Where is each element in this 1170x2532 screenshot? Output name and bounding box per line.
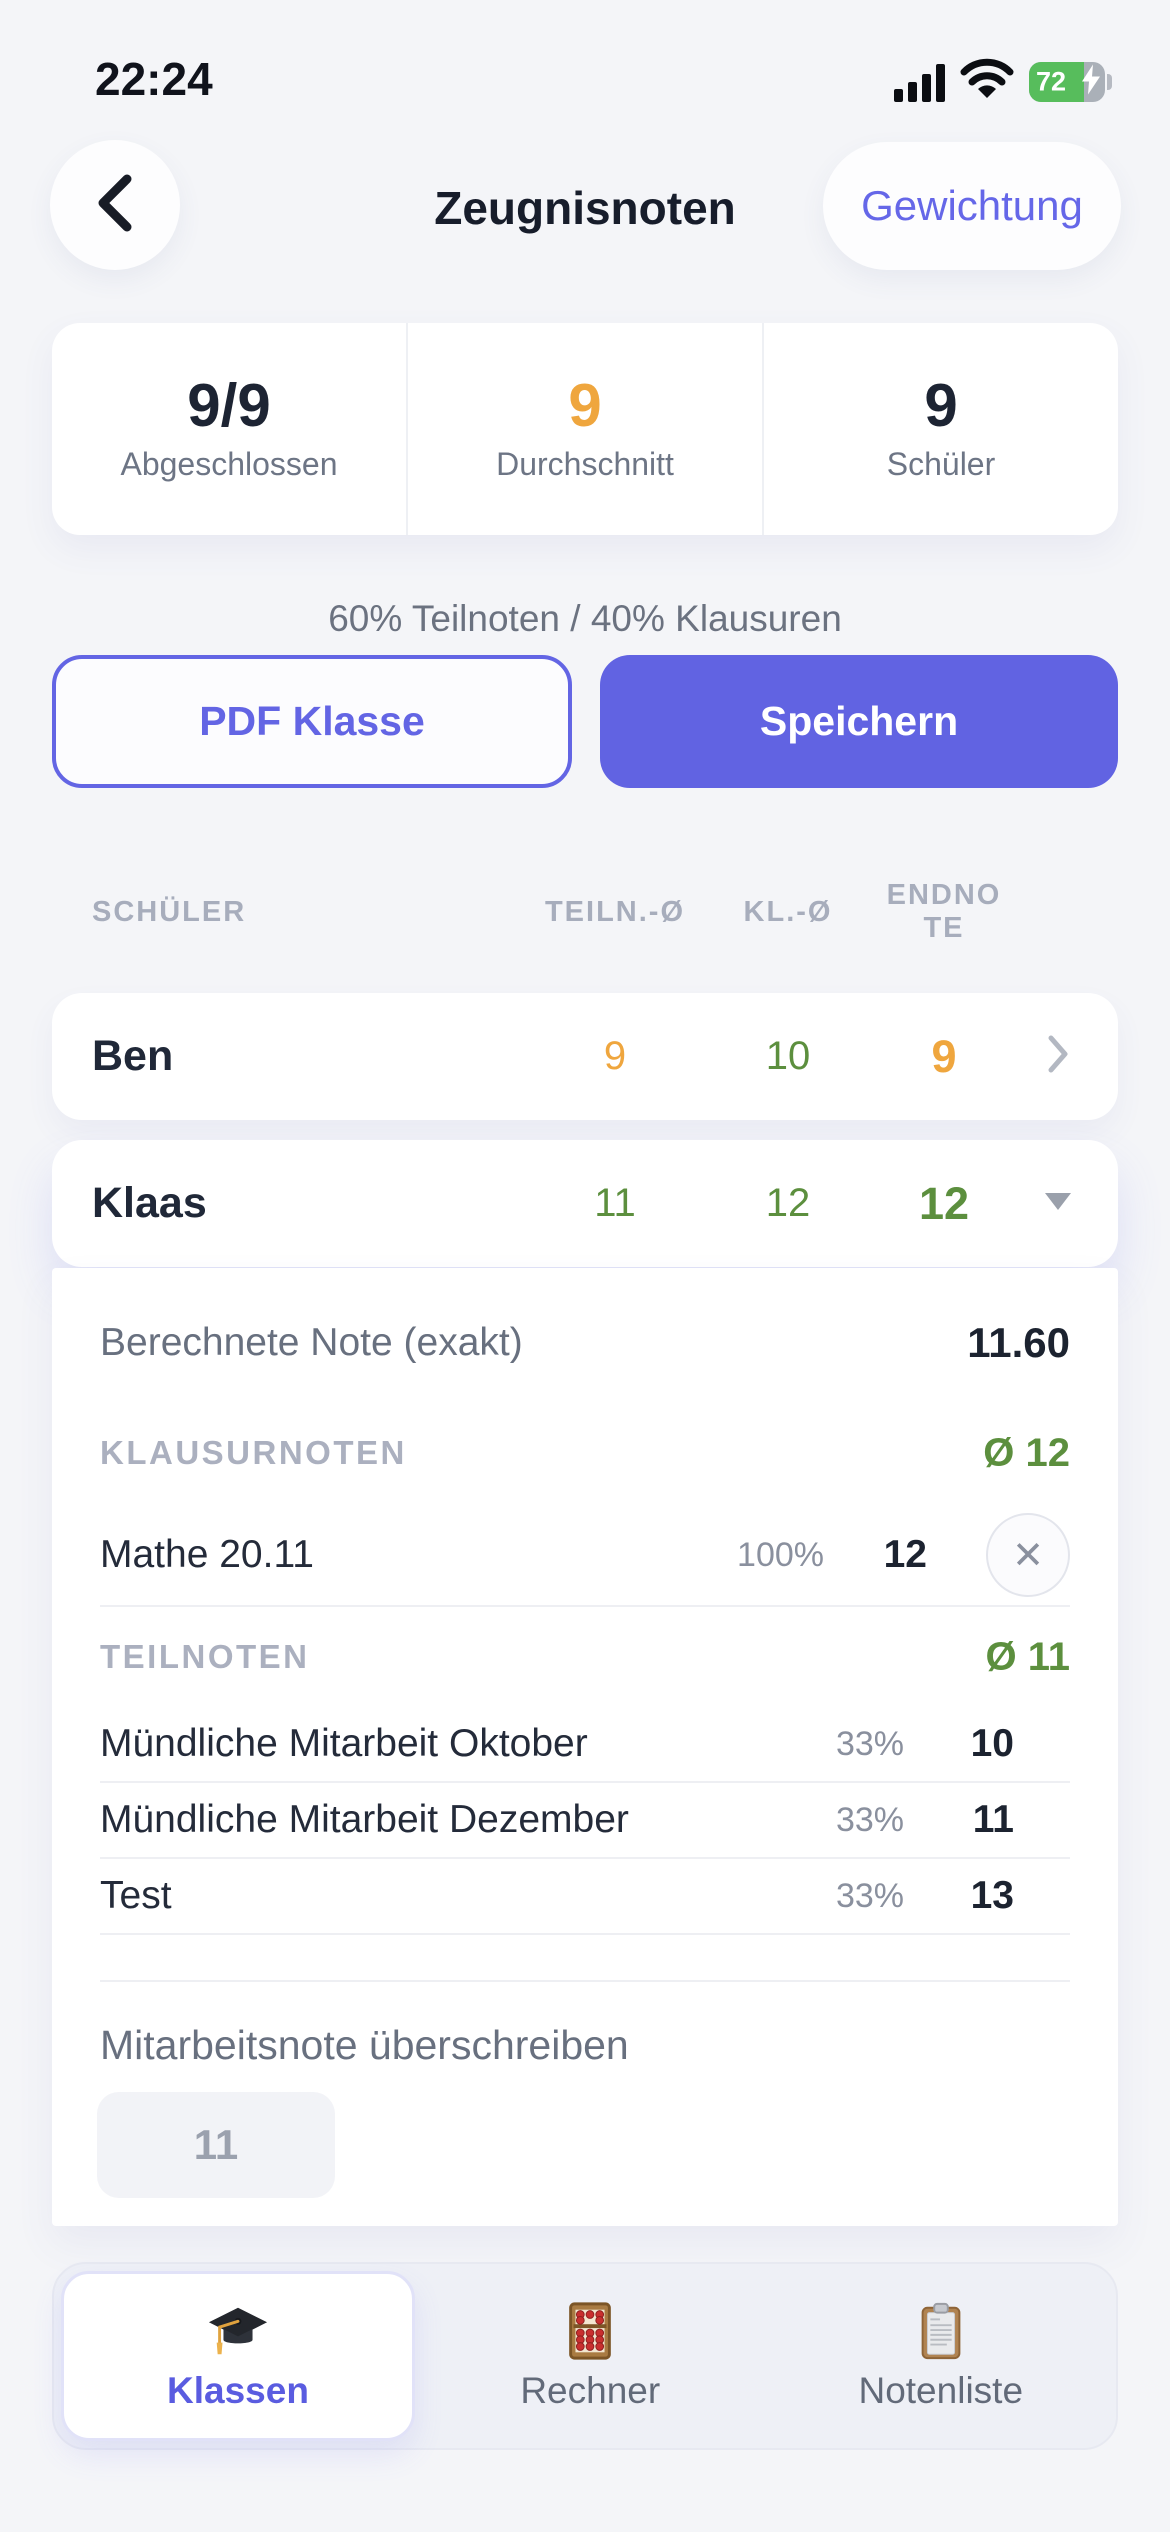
battery-percent: 72 — [1036, 66, 1067, 96]
status-bar: 22:24 72 — [0, 30, 1170, 122]
wifi-icon — [959, 58, 1015, 105]
partial-avg-value: 11 — [594, 1181, 636, 1225]
partial-grade-row: Test 33% 13 — [100, 1874, 1014, 1917]
graduation-cap-icon — [207, 2300, 269, 2362]
exam-item-name: Mathe 20.11 — [100, 1533, 314, 1576]
partial-grade-row: Mündliche Mitarbeit Dezember 33% 11 — [100, 1798, 1014, 1841]
chevron-left-icon — [95, 173, 135, 238]
remove-exam-button[interactable]: ✕ — [986, 1513, 1070, 1597]
stat-average-value: 9 — [568, 371, 602, 439]
table-header: SCHÜLER TEILN.-Ø KL.-Ø ENDNOTE — [52, 862, 1118, 962]
partial-avg-value: 9 — [603, 1034, 627, 1078]
partial-grades-average: Ø 11 — [985, 1634, 1070, 1679]
clipboard-icon — [910, 2300, 972, 2362]
chevron-right-icon — [1018, 1035, 1098, 1078]
close-icon: ✕ — [1012, 1534, 1044, 1577]
charging-bolt-icon — [1082, 64, 1100, 99]
student-row-ben[interactable]: Ben 9 10 9 — [52, 993, 1118, 1120]
col-partial-avg: TEILN.-Ø — [544, 895, 686, 928]
final-grade-value: 12 — [918, 1177, 970, 1229]
exam-item-grade: 12 — [883, 1533, 927, 1576]
partial-grades-section-title: TEILNOTEN — [100, 1638, 310, 1675]
final-grade-value: 9 — [931, 1030, 957, 1082]
partial-grade-row: Mündliche Mitarbeit Oktober 33% 10 — [100, 1722, 1014, 1765]
stats-card: 9/9 Abgeschlossen 9 Durchschnitt 9 Schül… — [52, 323, 1118, 535]
col-exam-avg: KL.-Ø — [743, 895, 833, 928]
exam-grades-average: Ø 12 — [983, 1430, 1070, 1475]
col-student: SCHÜLER — [92, 895, 247, 928]
student-name: Klaas — [92, 1179, 207, 1227]
weighting-button[interactable]: Gewichtung — [823, 142, 1121, 270]
computed-grade-value: 11.60 — [967, 1319, 1070, 1366]
tab-notenliste[interactable]: Notenliste — [766, 2264, 1117, 2448]
stat-students-value: 9 — [924, 371, 958, 439]
action-buttons: PDF Klasse Speichern — [52, 655, 1118, 788]
cellular-signal-icon — [894, 62, 945, 102]
chevron-down-icon — [1045, 1192, 1071, 1210]
student-name: Ben — [92, 1032, 174, 1080]
stat-students-label: Schüler — [886, 445, 996, 482]
student-row-klaas[interactable]: Klaas 11 12 12 — [52, 1140, 1118, 1267]
stat-completed-value: 9/9 — [187, 371, 271, 439]
override-grade-label: Mitarbeitsnote überschreiben — [100, 2021, 629, 2068]
weighting-note: 60% Teilnoten / 40% Klausuren — [328, 598, 842, 639]
stat-average: 9 Durchschnitt — [406, 323, 762, 535]
exam-item-weight: 100% — [737, 1535, 824, 1574]
stat-completed: 9/9 Abgeschlossen — [52, 323, 406, 535]
col-final-grade: ENDNOTE — [886, 878, 1002, 944]
abacus-icon — [559, 2300, 621, 2362]
save-button[interactable]: Speichern — [600, 655, 1118, 788]
tab-bar: Klassen Rechner — [52, 2262, 1118, 2450]
tab-label: Klassen — [167, 2370, 309, 2411]
override-grade-input[interactable] — [97, 2092, 335, 2198]
exam-grades-section-title: KLAUSURNOTEN — [100, 1434, 407, 1471]
student-detail-panel: Berechnete Note (exakt) 11.60 KLAUSURNOT… — [52, 1268, 1118, 2226]
tab-label: Notenliste — [858, 2370, 1024, 2411]
tab-rechner[interactable]: Rechner — [415, 2264, 766, 2448]
header: Zeugnisnoten Gewichtung — [0, 140, 1170, 272]
stat-average-label: Durchschnitt — [496, 445, 674, 482]
tab-label: Rechner — [520, 2370, 661, 2411]
pdf-class-button[interactable]: PDF Klasse — [52, 655, 572, 788]
tab-klassen[interactable]: Klassen — [61, 2271, 415, 2441]
stat-completed-label: Abgeschlossen — [120, 445, 338, 482]
status-time: 22:24 — [95, 53, 213, 105]
page-title: Zeugnisnoten — [434, 182, 736, 234]
computed-grade-label: Berechnete Note (exakt) — [100, 1321, 523, 1364]
back-button[interactable] — [50, 140, 180, 270]
exam-avg-value: 10 — [765, 1034, 811, 1078]
stat-students: 9 Schüler — [762, 323, 1118, 535]
battery-icon: 72 — [1029, 61, 1105, 102]
exam-avg-value: 12 — [765, 1181, 811, 1225]
